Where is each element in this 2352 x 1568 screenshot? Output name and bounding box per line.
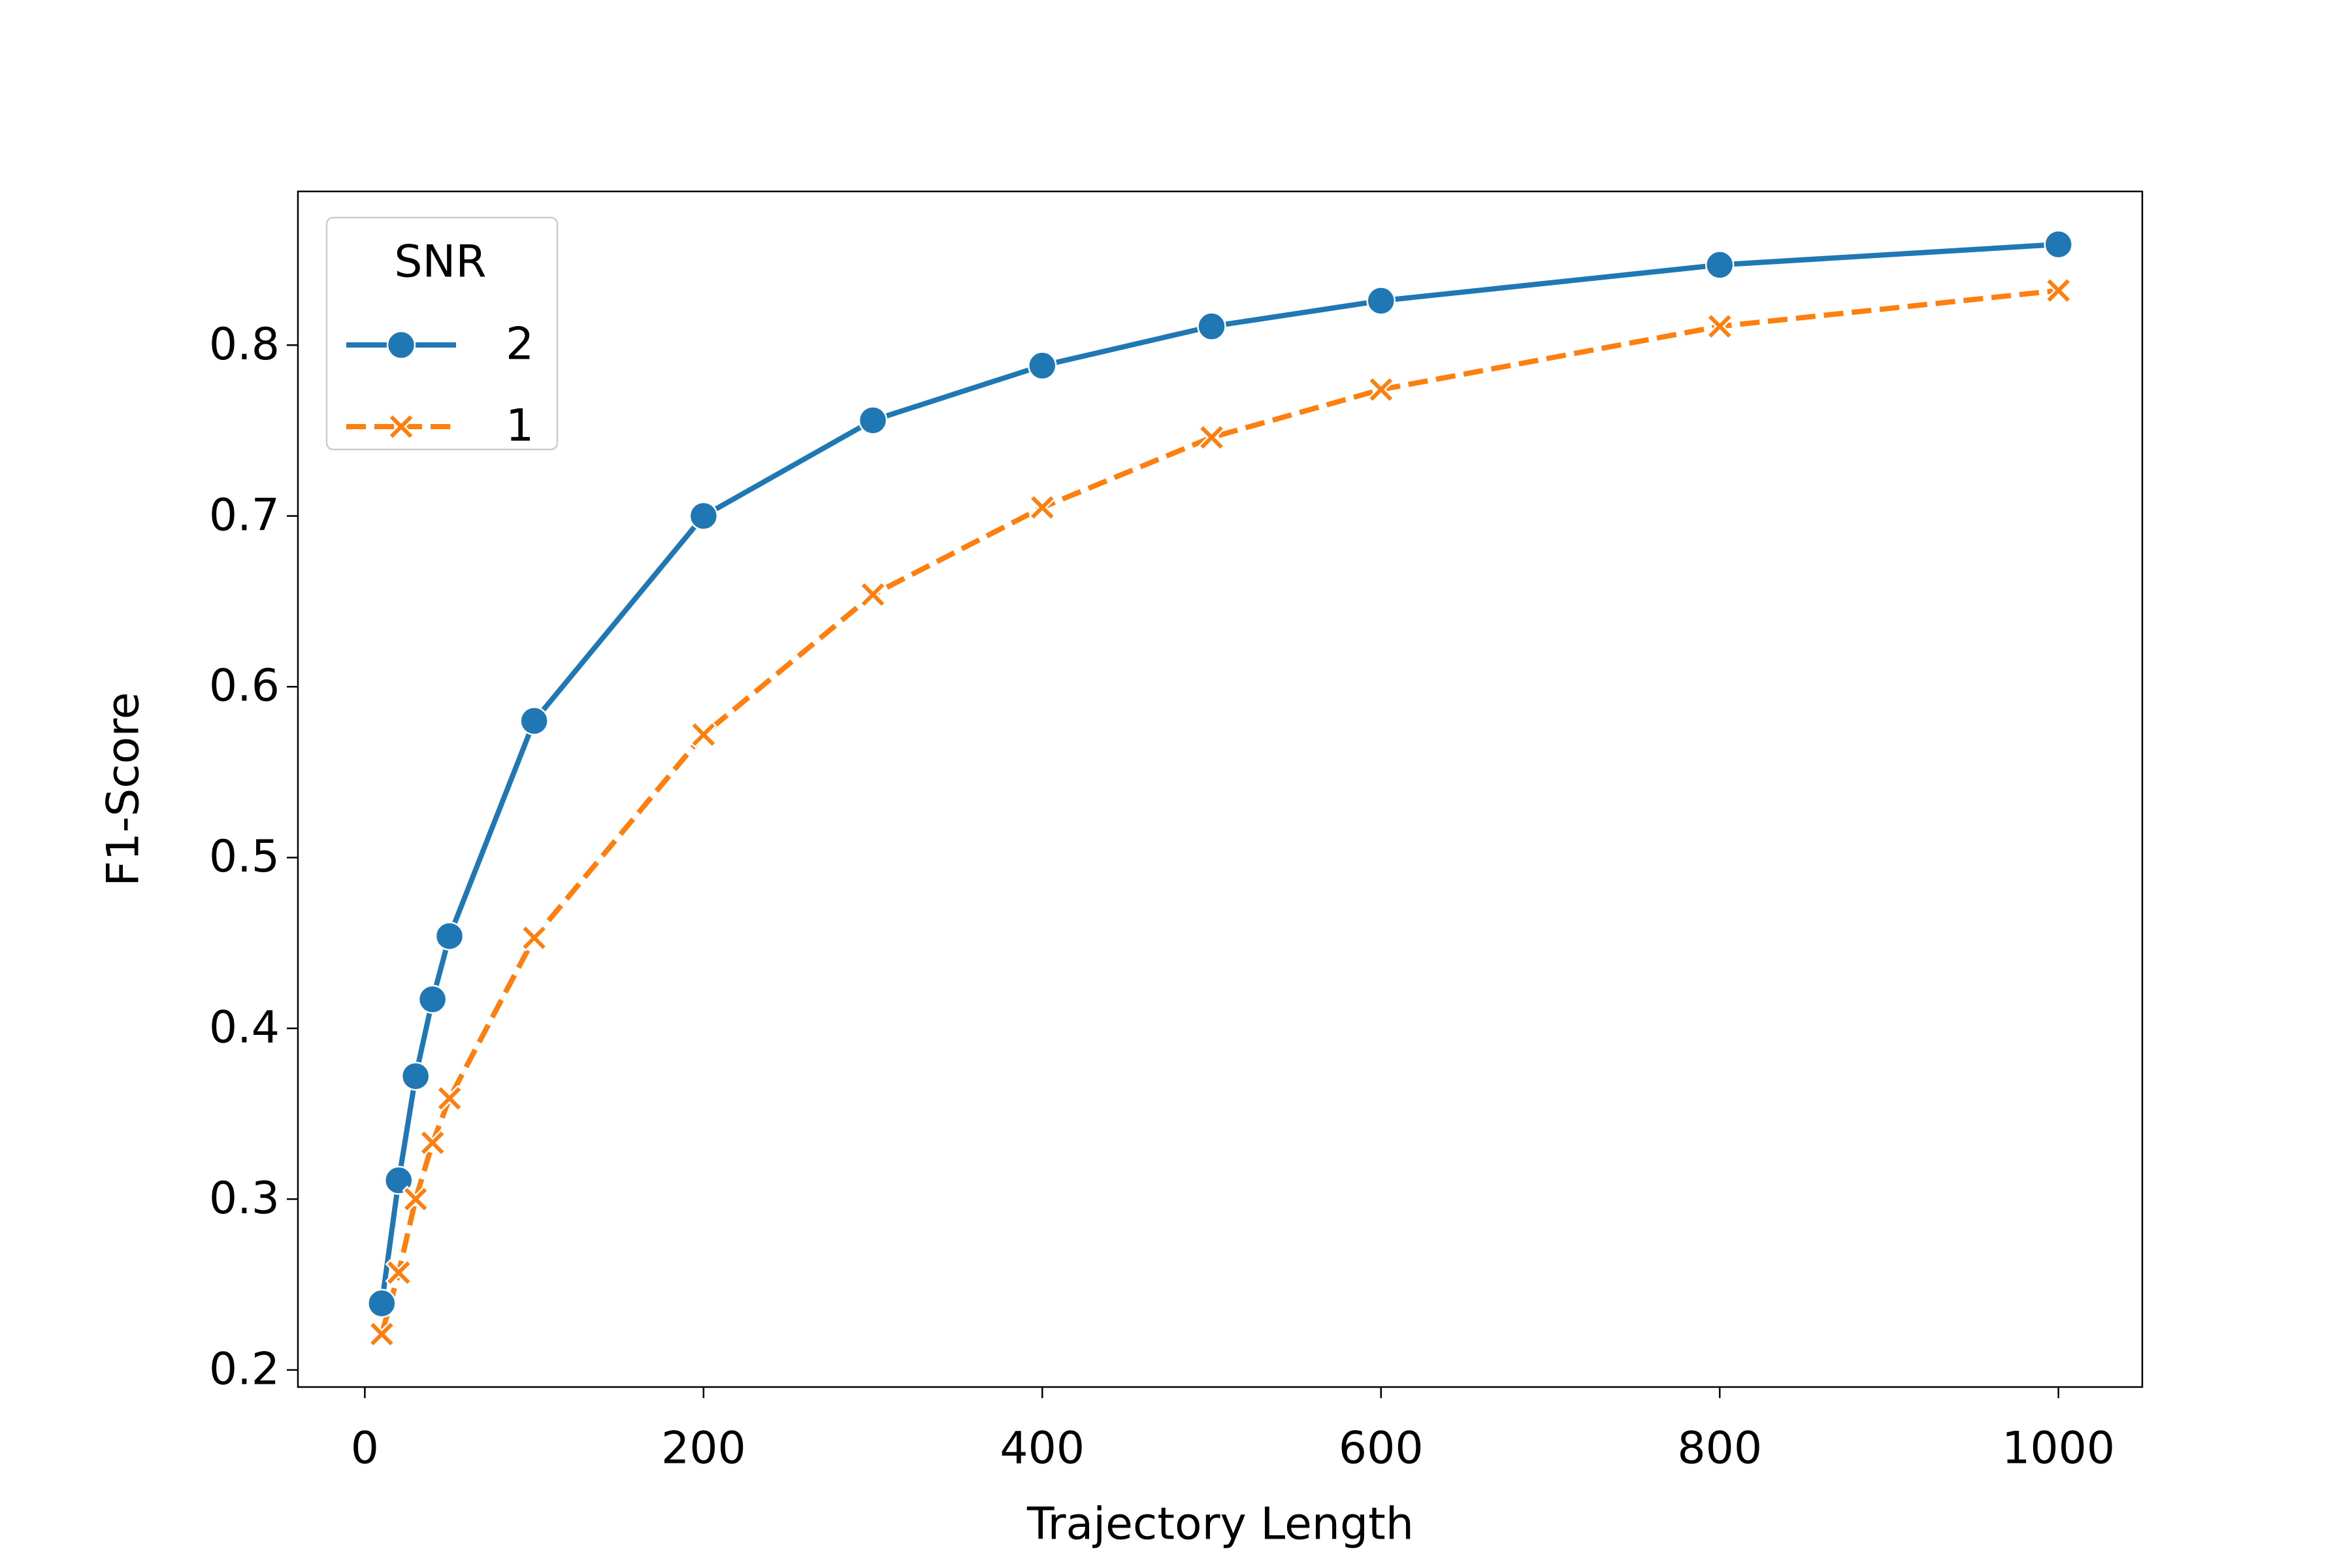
y-tick-label: 0.8 [209,319,280,370]
legend-marker [386,330,416,360]
marker [2044,229,2073,259]
marker [1705,250,1735,280]
marker [1706,312,1733,340]
marker [400,1061,431,1091]
x-axis-label: Trajectory Length [1026,1499,1414,1550]
marker [1197,312,1226,341]
marker [436,1085,463,1112]
marker [1367,376,1395,404]
marker [368,1320,396,1348]
marker [385,1259,413,1286]
marker [690,721,717,749]
x-tick-label: 600 [1339,1423,1424,1475]
marker [419,1129,446,1156]
marker [2044,276,2072,304]
legend-label: 2 [506,319,534,370]
x-tick-label: 0 [351,1423,379,1475]
y-axis-label: F1-Score [98,692,150,886]
marker [858,406,888,435]
y-tick-label: 0.3 [209,1173,280,1224]
x-tick-label: 800 [1677,1423,1762,1475]
marker [367,1288,397,1318]
legend-label: 1 [506,400,534,452]
axes-frame [297,190,2144,1388]
marker [1028,351,1057,380]
y-tick-label: 0.2 [209,1343,280,1395]
marker [402,1185,429,1213]
marker [1198,423,1226,451]
legend-title: SNR [394,237,486,288]
legend-marker [387,413,415,440]
y-tick-label: 0.7 [209,489,280,541]
x-tick-label: 200 [661,1423,746,1475]
marker [1028,493,1056,521]
marker [519,706,549,736]
y-tick-label: 0.6 [209,661,280,712]
marker [689,501,719,531]
marker [859,581,887,608]
y-tick-label: 0.4 [209,1002,280,1054]
marker [434,921,465,951]
marker [520,924,548,952]
legend-box [325,216,559,451]
x-tick-label: 400 [1000,1423,1085,1475]
x-tick-label: 1000 [2002,1423,2115,1475]
y-tick-label: 0.5 [209,831,280,883]
marker [1366,286,1396,316]
marker [417,985,448,1014]
